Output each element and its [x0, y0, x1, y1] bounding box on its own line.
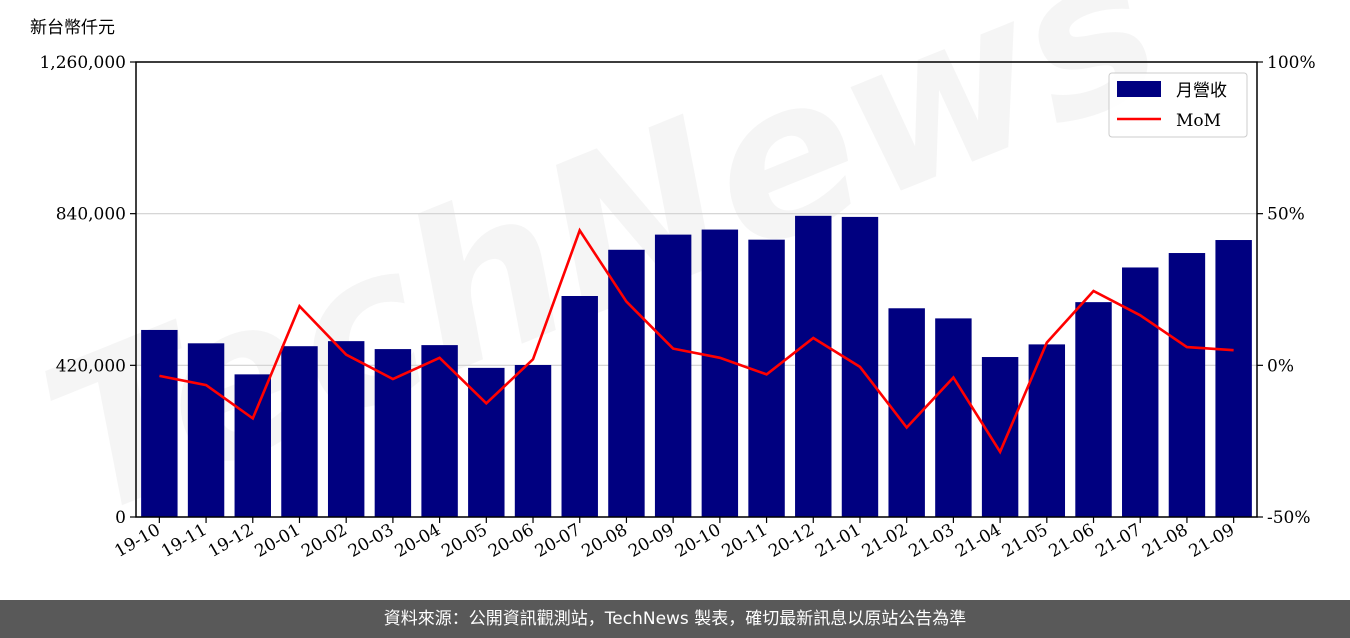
- x-tick-label: 20-05: [438, 520, 490, 562]
- source-footer: 資料來源：公開資訊觀測站，TechNews 製表，確切最新訊息以原站公告為準: [0, 600, 1350, 638]
- axes: [135, 61, 1258, 518]
- x-tick-label: 20-06: [485, 520, 537, 562]
- x-tick-label: 21-08: [1139, 520, 1191, 562]
- mom-line: [159, 227, 1234, 455]
- revenue-bar: [795, 215, 832, 518]
- legend-bar-swatch: [1117, 81, 1161, 97]
- revenue-bar: [1122, 267, 1159, 517]
- x-tick-label: 20-10: [672, 520, 724, 562]
- x-tick-label: 21-06: [1046, 520, 1098, 562]
- right-tick-label: 100%: [1267, 53, 1316, 73]
- revenue-bar: [981, 357, 1019, 517]
- revenue-bar: [654, 234, 692, 517]
- x-tick-label: 20-04: [392, 520, 444, 562]
- mom-line-series: [159, 227, 1234, 455]
- x-tick-label: 20-12: [765, 520, 817, 562]
- left-axis-ticks: 0 420,000 840,000 1,260,000: [39, 53, 136, 528]
- left-tick-label: 420,000: [56, 356, 126, 376]
- revenue-bar: [561, 296, 598, 517]
- revenue-bar: [514, 364, 552, 517]
- revenue-bar: [187, 343, 225, 517]
- revenue-bar: [1215, 240, 1252, 517]
- revenue-bar: [608, 249, 645, 517]
- revenue-bar: [327, 341, 365, 517]
- x-tick-label: 20-01: [252, 520, 304, 562]
- revenue-bar: [421, 345, 458, 517]
- x-tick-label: 20-11: [719, 520, 771, 562]
- x-axis-ticks: 19-1019-1119-1220-0120-0220-0320-0420-05…: [111, 517, 1238, 562]
- right-tick-label: -50%: [1267, 508, 1311, 528]
- right-axis-ticks: -50% 0% 50% 100%: [1257, 53, 1316, 528]
- revenue-bar: [701, 229, 739, 518]
- revenue-bar: [234, 374, 271, 517]
- legend: 月營收 MoM: [1108, 72, 1248, 138]
- revenue-bar: [281, 346, 318, 517]
- revenue-bar: [374, 349, 412, 517]
- x-tick-label: 20-07: [532, 520, 584, 562]
- legend-label-mom: MoM: [1176, 111, 1221, 131]
- x-tick-label: 21-02: [859, 520, 911, 562]
- x-tick-label: 21-03: [905, 520, 957, 562]
- left-tick-label: 840,000: [56, 205, 126, 225]
- revenue-bar: [141, 329, 178, 517]
- right-tick-label: 0%: [1267, 356, 1294, 376]
- revenue-bar: [935, 318, 972, 517]
- plot-frame: [135, 61, 1258, 518]
- legend-label-revenue: 月營收: [1176, 81, 1227, 101]
- left-tick-label: 0: [115, 508, 126, 528]
- right-tick-label: 50%: [1267, 205, 1305, 225]
- y-axis-unit-label: 新台幣仟元: [30, 18, 115, 38]
- x-tick-label: 19-12: [205, 520, 257, 562]
- x-tick-label: 20-08: [578, 520, 630, 562]
- revenue-bar: [1168, 253, 1206, 517]
- x-tick-label: 21-09: [1186, 520, 1238, 562]
- left-tick-label: 1,260,000: [39, 53, 126, 73]
- x-tick-label: 20-09: [625, 520, 677, 562]
- x-tick-label: 20-02: [298, 520, 350, 562]
- x-tick-label: 21-05: [999, 520, 1051, 562]
- x-tick-label: 20-03: [345, 520, 397, 562]
- revenue-bar: [748, 239, 785, 517]
- x-tick-label: 21-07: [1092, 520, 1144, 562]
- revenue-bar: [1075, 302, 1112, 517]
- bar-series: [141, 215, 1252, 518]
- x-tick-label: 21-01: [812, 520, 864, 562]
- x-tick-label: 21-04: [952, 520, 1004, 562]
